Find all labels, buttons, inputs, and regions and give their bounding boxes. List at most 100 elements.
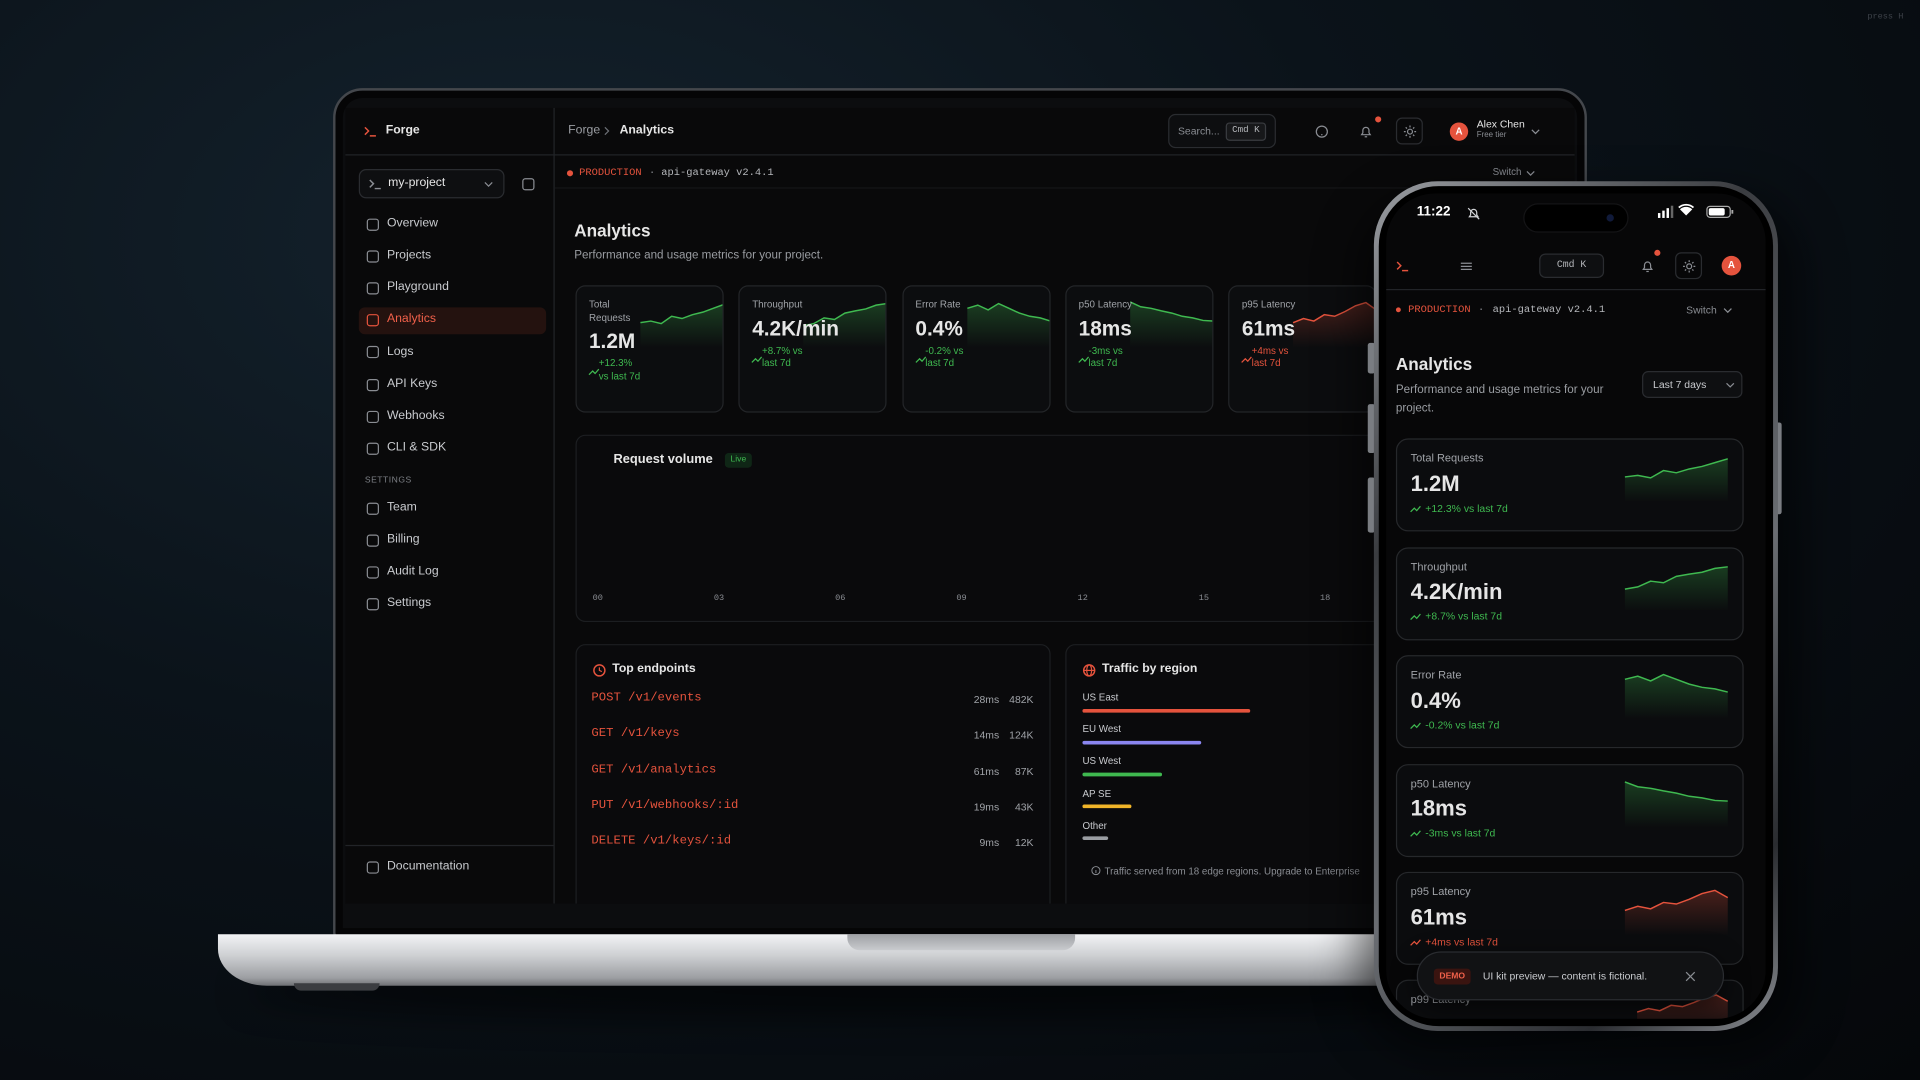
metric-value: 1.2M xyxy=(1410,471,1460,496)
notifications-button xyxy=(1360,126,1372,138)
trend-icon xyxy=(1241,355,1253,363)
project-select[interactable] xyxy=(358,168,505,199)
nav-item[interactable]: CLI & SDK xyxy=(386,441,447,455)
nav-item[interactable]: API Keys xyxy=(386,376,438,391)
notification-dot xyxy=(1375,116,1382,123)
keyboard-hint: press H xyxy=(1867,11,1904,22)
icon-part xyxy=(366,861,379,874)
nav-item[interactable]: Playground xyxy=(386,280,449,295)
endpoint-latency: 14ms xyxy=(973,728,1000,741)
trend-icon-part xyxy=(1410,938,1421,946)
search-placeholder: Search... xyxy=(1177,124,1220,137)
endpoint-latency: 19ms xyxy=(973,800,1000,813)
icon-part xyxy=(366,250,379,263)
status-icons-part xyxy=(1706,205,1731,218)
env-separator: · xyxy=(648,166,656,179)
nav-item[interactable]: Settings xyxy=(386,596,432,611)
metric-delta: -3ms vs last 7d xyxy=(1425,827,1495,839)
icon-part xyxy=(1526,170,1535,176)
icon xyxy=(1726,382,1735,388)
nav-active-bg xyxy=(358,306,547,334)
env-separator: · xyxy=(1477,303,1485,316)
metric-label: Error Rate xyxy=(1410,669,1462,682)
x-tick-label: 09 xyxy=(956,593,967,604)
sparkline-part xyxy=(1624,889,1729,912)
request-volume-panel xyxy=(575,434,1433,623)
trend-icon-part xyxy=(751,355,763,363)
icon-part xyxy=(1403,124,1416,138)
region-name: Other xyxy=(1082,820,1107,832)
delta-value: -3ms xyxy=(1425,826,1449,839)
status-icons-part xyxy=(1708,208,1725,216)
region-bar xyxy=(1082,772,1163,777)
page-subtitle: Performance and usage metrics for your p… xyxy=(1395,383,1604,416)
metric-body: p50 Latency 18ms -3ms vs last 7d xyxy=(1078,299,1157,371)
nav-item[interactable]: Team xyxy=(386,500,417,515)
endpoint-path[interactable]: PUT /v1/webhooks/:id xyxy=(591,799,739,814)
menu-button xyxy=(1460,262,1472,270)
delta-compare: vs last 7d xyxy=(1451,826,1496,839)
metric-delta: +4ms vs last 7d xyxy=(1425,935,1498,947)
side-button xyxy=(1367,404,1376,454)
icon xyxy=(366,346,379,359)
sparkline-part xyxy=(1637,995,1728,1019)
theme-toggle[interactable] xyxy=(1675,252,1703,280)
metric-value: 1.2M xyxy=(588,329,636,353)
docs-link[interactable]: Documentation xyxy=(386,859,470,873)
endpoint-path[interactable]: GET /v1/analytics xyxy=(591,763,717,778)
metric-value: 4.2K/min xyxy=(1410,579,1503,605)
help-button xyxy=(1315,125,1328,138)
range-select[interactable] xyxy=(1642,371,1743,398)
breadcrumb[interactable]: Forge xyxy=(568,123,601,137)
icon-part xyxy=(366,442,379,455)
nav-item[interactable]: Logs xyxy=(386,344,414,359)
metric-body: Error Rate 0.4% -0.2% vs last 7d xyxy=(914,299,993,371)
region-bar xyxy=(1082,836,1109,841)
metric-value: 0.4% xyxy=(915,316,963,340)
icon xyxy=(484,182,493,187)
nav-item[interactable]: Analytics xyxy=(386,312,436,327)
nav-item[interactable]: Billing xyxy=(386,532,420,547)
icon xyxy=(1531,129,1540,135)
delta-value: -0.2% xyxy=(1425,718,1453,731)
live-badge: Live xyxy=(724,453,752,468)
delta-value: +12.3% xyxy=(598,357,633,369)
icon-part xyxy=(366,314,379,327)
endpoint-path[interactable]: GET /v1/keys xyxy=(591,727,680,742)
icon xyxy=(366,217,379,231)
page-title: Analytics xyxy=(574,220,651,241)
endpoint-path[interactable]: POST /v1/events xyxy=(591,691,702,706)
metric-label: p95 Latency xyxy=(1241,298,1296,310)
metric-delta: +12.3% vs last 7d xyxy=(588,357,643,384)
header-border xyxy=(1386,288,1766,291)
nav-item[interactable]: Webhooks xyxy=(386,408,445,423)
nav-item[interactable]: Overview xyxy=(386,216,438,230)
trend-icon xyxy=(588,368,600,376)
sidebar-border xyxy=(553,107,555,904)
metric-delta: +4ms vs last 7d xyxy=(1241,345,1296,371)
icon-part xyxy=(1467,207,1480,220)
shortcut-key[interactable]: Cmd K xyxy=(1539,253,1605,278)
icon-part xyxy=(366,502,379,515)
metric-delta: +8.7% vs last 7d xyxy=(1425,610,1502,622)
sparkline-part xyxy=(1624,781,1728,828)
avatar: A xyxy=(1449,122,1469,141)
theme-toggle[interactable] xyxy=(1395,117,1423,145)
endpoint-path[interactable]: DELETE /v1/keys/:id xyxy=(591,835,732,850)
delta-value: +4ms xyxy=(1425,934,1452,948)
help-button-part xyxy=(1315,125,1328,138)
switch-env[interactable]: Switch xyxy=(1686,303,1717,316)
x-tick-label: 12 xyxy=(1077,593,1088,604)
nav-item[interactable]: Audit Log xyxy=(386,564,439,579)
side-button xyxy=(1367,477,1376,533)
sparkline-part xyxy=(1624,458,1728,479)
panel-title: Request volume xyxy=(613,452,713,468)
nav-section-heading: SETTINGS xyxy=(364,475,412,485)
switch-env[interactable]: Switch xyxy=(1492,166,1522,178)
island-camera xyxy=(1606,214,1614,222)
sparkline-part xyxy=(1624,565,1728,590)
metric-delta: -3ms vs last 7d xyxy=(1078,345,1133,371)
delta-compare: vs last 7d xyxy=(1455,718,1500,731)
trend-icon-part xyxy=(588,368,600,376)
nav-item[interactable]: Projects xyxy=(386,248,432,263)
